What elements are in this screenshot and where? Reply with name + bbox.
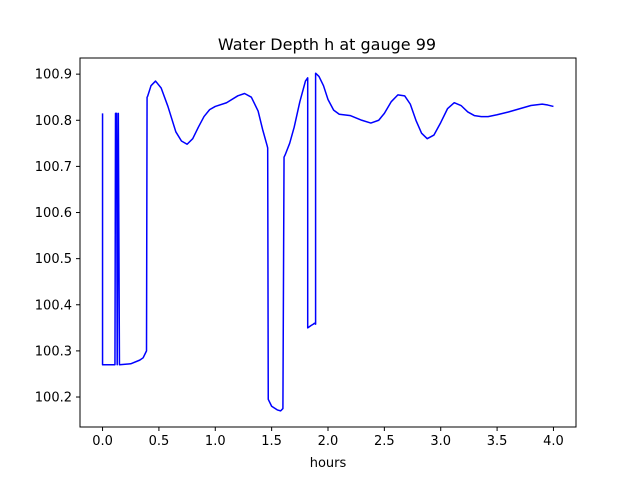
x-tick-label: 3.0 xyxy=(430,434,451,449)
y-tick-label: 100.2 xyxy=(35,391,72,406)
x-tick-label: 4.0 xyxy=(543,434,564,449)
y-tick-label: 100.7 xyxy=(35,160,72,175)
x-tick-label: 0.5 xyxy=(149,434,170,449)
water-depth-line xyxy=(101,72,554,412)
y-tick-label: 100.6 xyxy=(35,206,72,221)
plot-frame xyxy=(79,57,577,428)
y-tick-label: 100.9 xyxy=(35,68,72,83)
y-tick-label: 100.5 xyxy=(35,252,72,267)
x-tick-label: 2.5 xyxy=(374,434,395,449)
x-axis-label: hours xyxy=(310,456,347,471)
y-tick-label: 100.4 xyxy=(35,298,72,313)
x-tick-label: 1.5 xyxy=(261,434,282,449)
x-tick-label: 3.5 xyxy=(487,434,508,449)
y-axis-ticks: 100.2 100.3 100.4 100.5 100.6 100.7 100.8 100.9 xyxy=(35,68,80,406)
y-tick-label: 100.3 xyxy=(35,344,72,359)
plot-area xyxy=(79,57,577,428)
chart-title: Water Depth h at gauge 99 xyxy=(218,35,436,54)
x-tick-label: 0.0 xyxy=(92,434,113,449)
y-tick-label: 100.8 xyxy=(35,114,72,129)
x-tick-label: 2.0 xyxy=(318,434,339,449)
x-tick-label: 1.0 xyxy=(205,434,226,449)
series-layer xyxy=(101,72,554,412)
x-axis-ticks: 0.0 0.5 1.0 1.5 2.0 2.5 3.0 3.5 4.0 xyxy=(92,427,564,449)
